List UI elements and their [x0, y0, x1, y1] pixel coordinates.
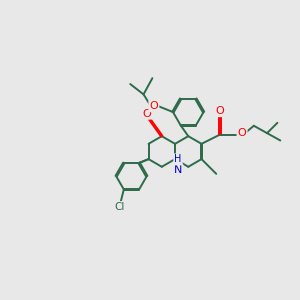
Text: O: O — [238, 128, 246, 138]
Text: H: H — [174, 154, 182, 164]
Text: O: O — [149, 101, 158, 111]
Text: Cl: Cl — [114, 202, 124, 212]
Text: O: O — [142, 109, 151, 118]
Text: N: N — [174, 165, 182, 175]
Text: O: O — [216, 106, 224, 116]
